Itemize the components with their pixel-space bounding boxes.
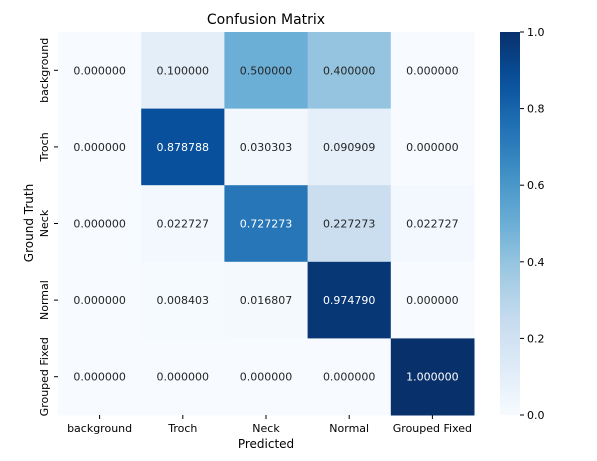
heatmap-cell — [141, 108, 225, 186]
heatmap-cell — [224, 32, 309, 110]
cell-value-label: 0.500000 — [240, 64, 293, 77]
cell-value-label: 0.227273 — [323, 218, 376, 231]
heatmap-cell — [141, 338, 225, 416]
cell-value-label: 0.030303 — [240, 141, 293, 154]
heatmap-cell — [390, 32, 475, 110]
heatmap-cell — [224, 108, 309, 186]
cell-value-label: 0.090909 — [323, 141, 376, 154]
y-tick-label: Neck — [38, 209, 51, 237]
heatmap-cell — [58, 261, 142, 339]
x-tick-label: Normal — [329, 422, 369, 435]
heatmap-cell — [58, 338, 142, 416]
cell-value-label: 0.000000 — [73, 294, 126, 307]
x-tick-label: background — [67, 422, 132, 435]
heatmap-cell — [58, 108, 142, 186]
x-axis-label: Predicted — [238, 437, 294, 451]
heatmap-cell — [307, 185, 392, 263]
heatmap-cell — [307, 338, 392, 416]
cell-value-label: 0.000000 — [406, 64, 459, 77]
cell-value-label: 0.878788 — [157, 141, 210, 154]
cell-value-label: 0.000000 — [73, 141, 126, 154]
x-tick-label: Grouped Fixed — [393, 422, 472, 435]
colorbar-tick-label: 0.2 — [527, 332, 545, 345]
heatmap-cell — [224, 338, 309, 416]
heatmap-cells: 0.000000 0.100000 0.500000 0.400000 0.000000… — [58, 32, 475, 416]
colorbar-tick-label: 1.0 — [527, 26, 545, 39]
cell-value-label: 0.000000 — [73, 371, 126, 384]
heatmap-cell — [224, 261, 309, 339]
colorbar-gradient — [500, 32, 520, 415]
y-tick-label: Grouped Fixed — [38, 337, 51, 416]
cell-value-label: 0.000000 — [240, 371, 293, 384]
y-tick-label: Troch — [38, 132, 51, 162]
heatmap-cell — [141, 185, 225, 263]
heatmap-cell — [141, 32, 225, 110]
cell-value-label: 0.022727 — [406, 218, 459, 231]
colorbar-tick-label: 0.4 — [527, 256, 545, 269]
cell-value-label: 0.100000 — [157, 64, 210, 77]
colorbar-tick-label: 0.0 — [527, 409, 545, 422]
cell-value-label: 0.016807 — [240, 294, 293, 307]
colorbar-tick-label: 0.8 — [527, 103, 545, 116]
cell-value-label: 0.000000 — [157, 371, 210, 384]
cell-value-label: 0.727273 — [240, 218, 293, 231]
cell-value-label: 0.000000 — [406, 141, 459, 154]
cell-value-label: 0.974790 — [323, 294, 376, 307]
x-tick-label: Troch — [167, 422, 197, 435]
cell-value-label: 0.000000 — [406, 294, 459, 307]
heatmap-cell — [390, 261, 475, 339]
cell-value-label: 0.022727 — [157, 218, 210, 231]
cell-value-label: 0.000000 — [73, 64, 126, 77]
y-axis-ticks: background Troch Neck Normal Grouped Fixed — [38, 38, 58, 416]
colorbar: 0.0 0.2 0.4 0.6 0.8 1.0 — [500, 26, 545, 422]
chart-title: Confusion Matrix — [207, 12, 325, 28]
x-axis-ticks: background Troch Neck Normal Grouped Fixed — [67, 415, 472, 435]
colorbar-tick-label: 0.6 — [527, 179, 545, 192]
cell-value-label: 0.008403 — [157, 294, 210, 307]
x-tick-label: Neck — [252, 422, 280, 435]
heatmap-cell — [307, 32, 392, 110]
heatmap-cell — [390, 185, 475, 263]
y-tick-label: Normal — [38, 280, 51, 320]
heatmap-cell — [58, 185, 142, 263]
heatmap-cell — [390, 338, 475, 416]
cell-value-label: 0.000000 — [323, 371, 376, 384]
heatmap-cell — [58, 32, 142, 110]
heatmap-cell — [307, 261, 392, 339]
cell-value-label: 1.000000 — [406, 371, 459, 384]
heatmap-cell — [141, 261, 225, 339]
y-axis-label: Ground Truth — [22, 184, 36, 262]
heatmap-cell — [390, 108, 475, 186]
cell-value-label: 0.000000 — [73, 218, 126, 231]
heatmap-cell — [224, 185, 309, 263]
y-tick-label: background — [38, 38, 51, 103]
cell-value-label: 0.400000 — [323, 64, 376, 77]
heatmap-cell — [307, 108, 392, 186]
